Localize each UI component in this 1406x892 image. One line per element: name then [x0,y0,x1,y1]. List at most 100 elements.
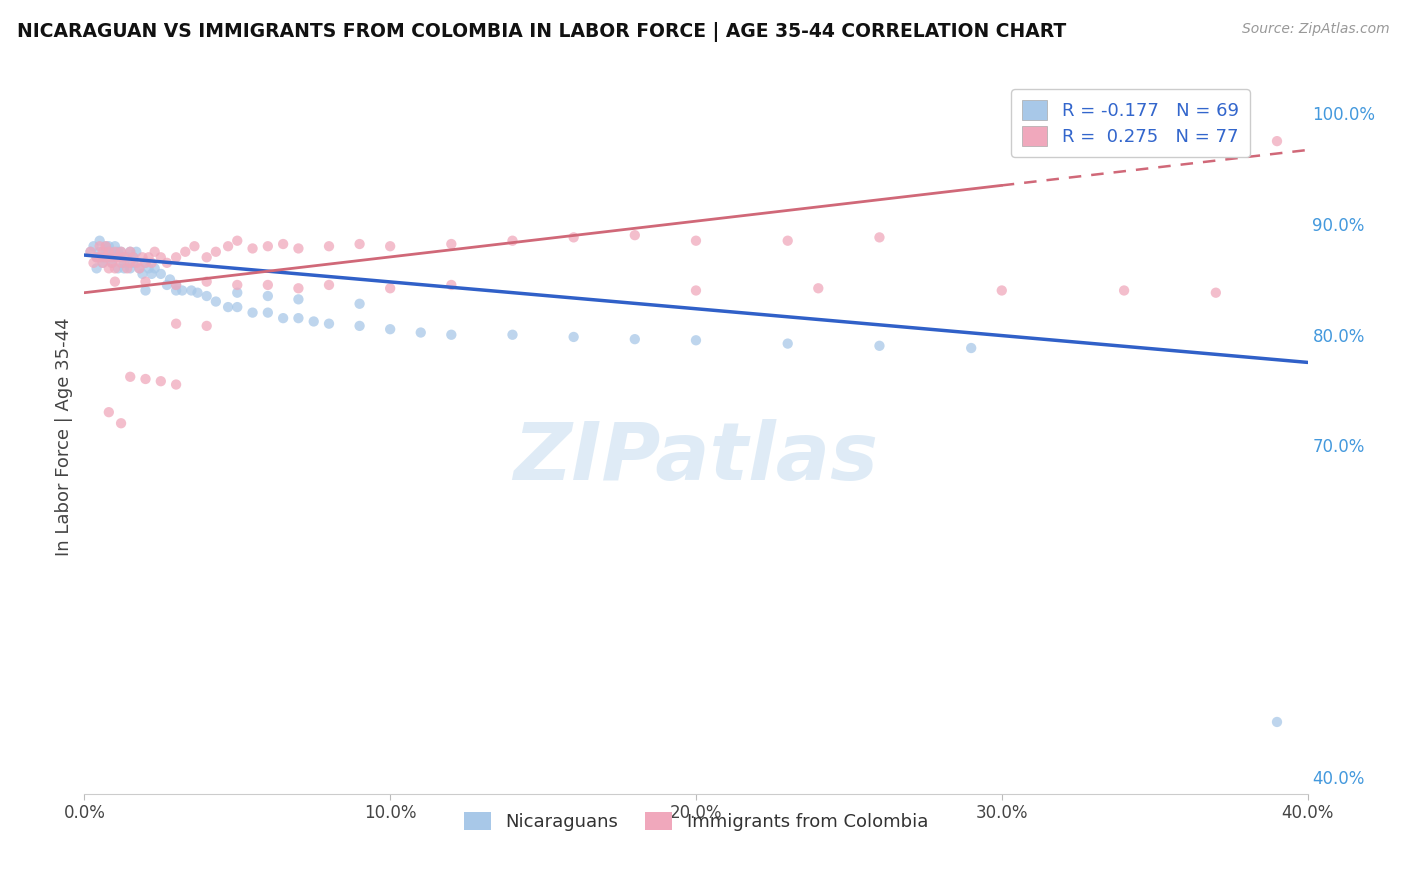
Point [217,239,239,253]
Point [156,277,179,292]
Point [226,277,249,292]
Point [257,305,280,319]
Point [135,256,157,270]
Point [107,261,129,276]
Point [624,228,647,243]
Point [97,405,120,419]
Point [380,239,402,253]
Point [440,327,463,342]
Point [685,333,707,347]
Y-axis label: In Labor Force | Age 35-44: In Labor Force | Age 35-44 [55,318,73,557]
Point [91,256,114,270]
Point [89,244,111,259]
Point [257,289,280,303]
Point [83,256,105,270]
Point [195,275,218,289]
Point [101,256,124,270]
Point [960,341,983,355]
Point [318,239,340,253]
Point [122,250,145,264]
Text: Source: ZipAtlas.com: Source: ZipAtlas.com [1241,22,1389,37]
Point [131,267,153,281]
Point [94,239,117,253]
Point [287,281,309,295]
Point [257,277,280,292]
Point [125,256,148,270]
Point [128,261,150,276]
Point [135,284,157,298]
Point [104,239,127,253]
Point [141,267,163,281]
Point [242,242,264,256]
Point [287,311,309,326]
Point [205,294,228,309]
Point [869,339,891,353]
Point [409,326,432,340]
Point [110,256,132,270]
Point [195,250,218,264]
Point [120,261,142,276]
Point [83,239,105,253]
Point [135,372,157,386]
Point [94,239,117,253]
Point [104,244,127,259]
Point [104,261,127,276]
Point [1205,285,1227,300]
Point [135,275,157,289]
Point [776,336,799,351]
Point [349,318,371,333]
Point [97,250,120,264]
Point [502,327,524,342]
Point [122,256,145,270]
Point [143,261,166,276]
Point [226,234,249,248]
Point [380,322,402,336]
Point [110,244,132,259]
Point [86,250,108,264]
Point [502,234,524,248]
Point [112,256,135,270]
Point [97,261,120,276]
Point [318,277,340,292]
Point [195,318,218,333]
Point [86,261,108,276]
Point [165,250,187,264]
Point [156,256,179,270]
Point [107,244,129,259]
Point [79,244,101,259]
Point [380,281,402,295]
Point [149,374,172,388]
Point [112,261,135,276]
Point [685,284,707,298]
Point [349,297,371,311]
Point [1114,284,1136,298]
Point [205,244,228,259]
Point [257,239,280,253]
Point [172,284,194,298]
Legend: Nicaraguans, Immigrants from Colombia: Nicaraguans, Immigrants from Colombia [457,805,935,838]
Point [287,242,309,256]
Point [165,377,187,392]
Point [107,250,129,264]
Point [101,244,124,259]
Point [165,317,187,331]
Point [94,244,117,259]
Point [131,250,153,264]
Point [94,250,117,264]
Point [125,244,148,259]
Point [302,314,325,328]
Point [138,261,160,276]
Point [226,285,249,300]
Point [165,284,187,298]
Point [349,237,371,252]
Point [183,239,205,253]
Point [143,244,166,259]
Point [79,244,101,259]
Point [110,244,132,259]
Point [271,237,294,252]
Point [120,369,142,384]
Point [128,261,150,276]
Point [991,284,1014,298]
Point [149,267,172,281]
Point [159,272,181,286]
